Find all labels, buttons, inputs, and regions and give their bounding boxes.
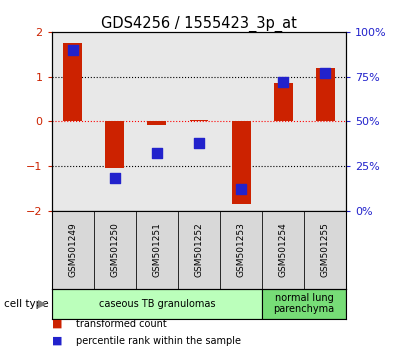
Bar	[52, 211, 94, 289]
Text: percentile rank within the sample: percentile rank within the sample	[76, 336, 241, 346]
Bar	[220, 211, 262, 289]
Bar	[262, 211, 304, 289]
Bar	[316, 68, 335, 121]
Text: GSM501253: GSM501253	[236, 222, 246, 277]
Title: GDS4256 / 1555423_3p_at: GDS4256 / 1555423_3p_at	[101, 16, 297, 32]
Point	[70, 47, 76, 53]
Text: GSM501251: GSM501251	[152, 222, 162, 277]
Point	[322, 70, 328, 76]
Point	[196, 140, 202, 145]
Text: transformed count: transformed count	[76, 319, 166, 329]
Text: ▶: ▶	[38, 298, 46, 309]
Bar	[262, 289, 346, 319]
Bar	[274, 83, 293, 121]
Bar	[63, 43, 82, 121]
Bar	[189, 120, 209, 121]
Text: GSM501249: GSM501249	[68, 222, 77, 277]
Point	[238, 186, 244, 192]
Text: GSM501254: GSM501254	[279, 222, 288, 277]
Text: cell type: cell type	[4, 298, 49, 309]
Bar	[232, 121, 250, 204]
Text: GSM501255: GSM501255	[321, 222, 330, 277]
Text: caseous TB granulomas: caseous TB granulomas	[99, 298, 215, 309]
Bar	[178, 211, 220, 289]
Text: GSM501252: GSM501252	[195, 222, 203, 277]
Bar	[94, 211, 136, 289]
Text: normal lung
parenchyma: normal lung parenchyma	[273, 293, 335, 314]
Text: GSM501250: GSM501250	[110, 222, 119, 277]
Bar	[52, 289, 262, 319]
Point	[154, 150, 160, 156]
Bar	[147, 121, 166, 125]
Bar	[304, 211, 346, 289]
Point	[112, 176, 118, 181]
Bar	[136, 211, 178, 289]
Text: ■: ■	[52, 319, 62, 329]
Text: ■: ■	[52, 336, 62, 346]
Point	[280, 79, 286, 85]
Bar	[105, 121, 124, 168]
